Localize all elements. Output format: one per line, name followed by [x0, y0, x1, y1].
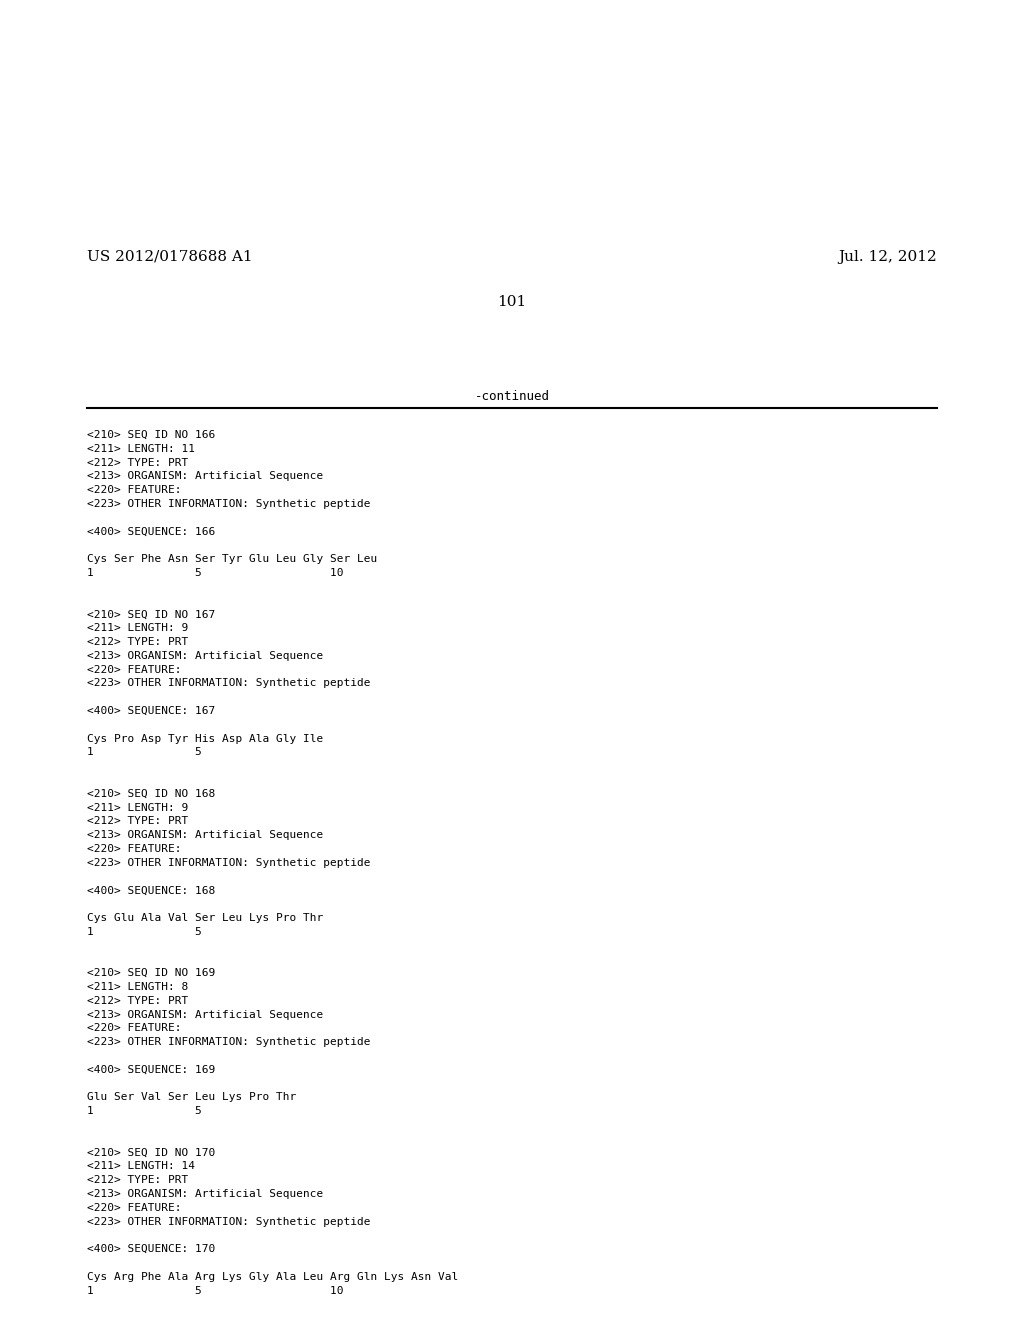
- Text: 1               5: 1 5: [87, 927, 202, 937]
- Text: <400> SEQUENCE: 170: <400> SEQUENCE: 170: [87, 1245, 215, 1254]
- Text: <220> FEATURE:: <220> FEATURE:: [87, 664, 181, 675]
- Text: <223> OTHER INFORMATION: Synthetic peptide: <223> OTHER INFORMATION: Synthetic pepti…: [87, 678, 371, 689]
- Text: <213> ORGANISM: Artificial Sequence: <213> ORGANISM: Artificial Sequence: [87, 830, 324, 841]
- Text: Cys Ser Phe Asn Ser Tyr Glu Leu Gly Ser Leu: Cys Ser Phe Asn Ser Tyr Glu Leu Gly Ser …: [87, 554, 377, 564]
- Text: <210> SEQ ID NO 168: <210> SEQ ID NO 168: [87, 789, 215, 799]
- Text: 101: 101: [498, 294, 526, 309]
- Text: US 2012/0178688 A1: US 2012/0178688 A1: [87, 249, 253, 264]
- Text: <212> TYPE: PRT: <212> TYPE: PRT: [87, 638, 188, 647]
- Text: <211> LENGTH: 14: <211> LENGTH: 14: [87, 1162, 195, 1171]
- Text: <400> SEQUENCE: 168: <400> SEQUENCE: 168: [87, 886, 215, 895]
- Text: Cys Pro Asp Tyr His Asp Ala Gly Ile: Cys Pro Asp Tyr His Asp Ala Gly Ile: [87, 734, 324, 743]
- Text: <210> SEQ ID NO 166: <210> SEQ ID NO 166: [87, 430, 215, 440]
- Text: <211> LENGTH: 11: <211> LENGTH: 11: [87, 444, 195, 454]
- Text: <400> SEQUENCE: 167: <400> SEQUENCE: 167: [87, 706, 215, 715]
- Text: <211> LENGTH: 9: <211> LENGTH: 9: [87, 803, 188, 813]
- Text: <212> TYPE: PRT: <212> TYPE: PRT: [87, 458, 188, 467]
- Text: <400> SEQUENCE: 166: <400> SEQUENCE: 166: [87, 527, 215, 537]
- Text: -continued: -continued: [474, 389, 550, 403]
- Text: <211> LENGTH: 9: <211> LENGTH: 9: [87, 623, 188, 634]
- Text: <220> FEATURE:: <220> FEATURE:: [87, 1203, 181, 1213]
- Text: Cys Glu Ala Val Ser Leu Lys Pro Thr: Cys Glu Ala Val Ser Leu Lys Pro Thr: [87, 913, 324, 923]
- Text: <210> SEQ ID NO 167: <210> SEQ ID NO 167: [87, 610, 215, 619]
- Text: <223> OTHER INFORMATION: Synthetic peptide: <223> OTHER INFORMATION: Synthetic pepti…: [87, 499, 371, 510]
- Text: <223> OTHER INFORMATION: Synthetic peptide: <223> OTHER INFORMATION: Synthetic pepti…: [87, 1217, 371, 1226]
- Text: 1               5: 1 5: [87, 747, 202, 758]
- Text: <212> TYPE: PRT: <212> TYPE: PRT: [87, 1175, 188, 1185]
- Text: <220> FEATURE:: <220> FEATURE:: [87, 486, 181, 495]
- Text: <213> ORGANISM: Artificial Sequence: <213> ORGANISM: Artificial Sequence: [87, 1189, 324, 1199]
- Text: <211> LENGTH: 8: <211> LENGTH: 8: [87, 982, 188, 993]
- Text: <220> FEATURE:: <220> FEATURE:: [87, 1023, 181, 1034]
- Text: Jul. 12, 2012: Jul. 12, 2012: [839, 249, 937, 264]
- Text: <223> OTHER INFORMATION: Synthetic peptide: <223> OTHER INFORMATION: Synthetic pepti…: [87, 1038, 371, 1047]
- Text: <213> ORGANISM: Artificial Sequence: <213> ORGANISM: Artificial Sequence: [87, 471, 324, 482]
- Text: <210> SEQ ID NO 170: <210> SEQ ID NO 170: [87, 1147, 215, 1158]
- Text: <212> TYPE: PRT: <212> TYPE: PRT: [87, 816, 188, 826]
- Text: Cys Arg Phe Ala Arg Lys Gly Ala Leu Arg Gln Lys Asn Val: Cys Arg Phe Ala Arg Lys Gly Ala Leu Arg …: [87, 1271, 459, 1282]
- Text: <212> TYPE: PRT: <212> TYPE: PRT: [87, 995, 188, 1006]
- Text: Glu Ser Val Ser Leu Lys Pro Thr: Glu Ser Val Ser Leu Lys Pro Thr: [87, 1093, 296, 1102]
- Text: <213> ORGANISM: Artificial Sequence: <213> ORGANISM: Artificial Sequence: [87, 1010, 324, 1019]
- Text: 1               5: 1 5: [87, 1106, 202, 1117]
- Text: <220> FEATURE:: <220> FEATURE:: [87, 843, 181, 854]
- Text: <223> OTHER INFORMATION: Synthetic peptide: <223> OTHER INFORMATION: Synthetic pepti…: [87, 858, 371, 867]
- Text: 1               5                   10: 1 5 10: [87, 568, 343, 578]
- Text: <210> SEQ ID NO 169: <210> SEQ ID NO 169: [87, 968, 215, 978]
- Text: <400> SEQUENCE: 169: <400> SEQUENCE: 169: [87, 1065, 215, 1074]
- Text: <213> ORGANISM: Artificial Sequence: <213> ORGANISM: Artificial Sequence: [87, 651, 324, 661]
- Text: 1               5                   10: 1 5 10: [87, 1286, 343, 1296]
